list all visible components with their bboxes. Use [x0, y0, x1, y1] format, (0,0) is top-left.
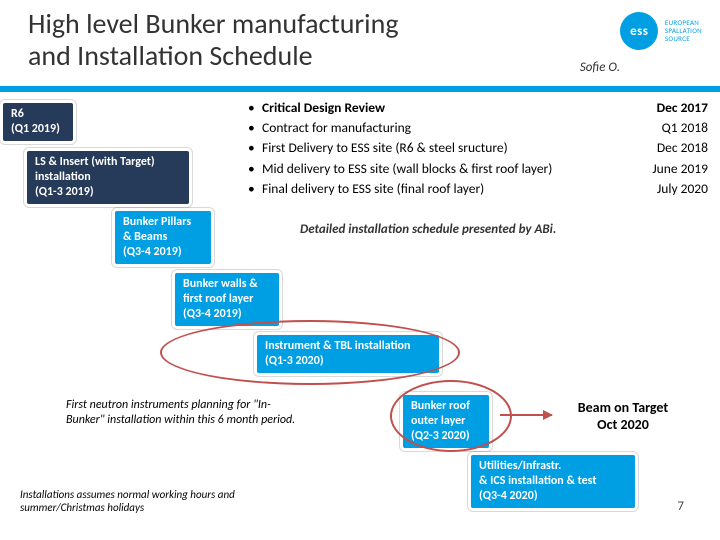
page-number: 7 — [677, 499, 684, 514]
ess-logo: ess EUROPEAN SPALLATION SOURCE — [620, 12, 702, 50]
milestone-row: • Contract for manufacturing Q1 2018 — [248, 120, 708, 136]
milestone-label: Contract for manufacturing — [262, 120, 628, 136]
ess-logo-icon: ess — [620, 12, 658, 50]
detail-note: Detailed installation schedule presented… — [300, 222, 556, 237]
highlight-ellipse — [390, 380, 512, 452]
milestone-label: Mid delivery to ESS site (wall blocks & … — [262, 161, 628, 177]
milestone-date: Dec 2017 — [628, 100, 708, 116]
arrow-beam-target — [500, 414, 552, 416]
milestone-date: Dec 2018 — [628, 140, 708, 156]
ess-logo-text: EUROPEAN SPALLATION SOURCE — [665, 19, 702, 42]
beam-on-target: Beam on TargetOct 2020 — [558, 400, 688, 434]
milestone-date: Q1 2018 — [628, 120, 708, 136]
milestone-list: • Critical Design Review Dec 2017 • Cont… — [248, 100, 708, 201]
box-pillars: Bunker Pillars& Beams(Q3-4 2019) — [112, 208, 214, 267]
milestone-row: • Final delivery to ESS site (final roof… — [248, 181, 708, 197]
milestone-row: • First Delivery to ESS site (R6 & steel… — [248, 140, 708, 156]
page-title: High level Bunker manufacturing and Inst… — [28, 8, 428, 72]
milestone-row: • Critical Design Review Dec 2017 — [248, 100, 708, 116]
milestone-label: Final delivery to ESS site (final roof l… — [262, 181, 628, 197]
milestone-row: • Mid delivery to ESS site (wall blocks … — [248, 161, 708, 177]
author-name: Sofie O. — [580, 60, 620, 75]
box-walls: Bunker walls &first roof layer(Q3-4 2019… — [172, 270, 282, 329]
milestone-date: June 2019 — [628, 161, 708, 177]
highlight-ellipse — [160, 320, 460, 385]
divider-bar — [0, 86, 720, 92]
box-r6: R6(Q1 2019) — [0, 100, 76, 144]
milestone-label: First Delivery to ESS site (R6 & steel s… — [262, 140, 628, 156]
assumption-note: Installations assumes normal working hou… — [20, 488, 280, 514]
milestone-label: Critical Design Review — [262, 100, 628, 116]
box-ls-insert: LS & Insert (with Target)installation(Q1… — [24, 148, 192, 207]
milestone-date: July 2020 — [628, 181, 708, 197]
box-utilities: Utilities/Infrastr.& ICS installation & … — [468, 452, 638, 511]
planning-note: First neutron instruments planning for "… — [66, 398, 306, 428]
